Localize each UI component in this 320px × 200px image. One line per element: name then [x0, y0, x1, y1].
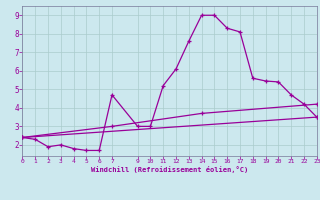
X-axis label: Windchill (Refroidissement éolien,°C): Windchill (Refroidissement éolien,°C): [91, 166, 248, 173]
